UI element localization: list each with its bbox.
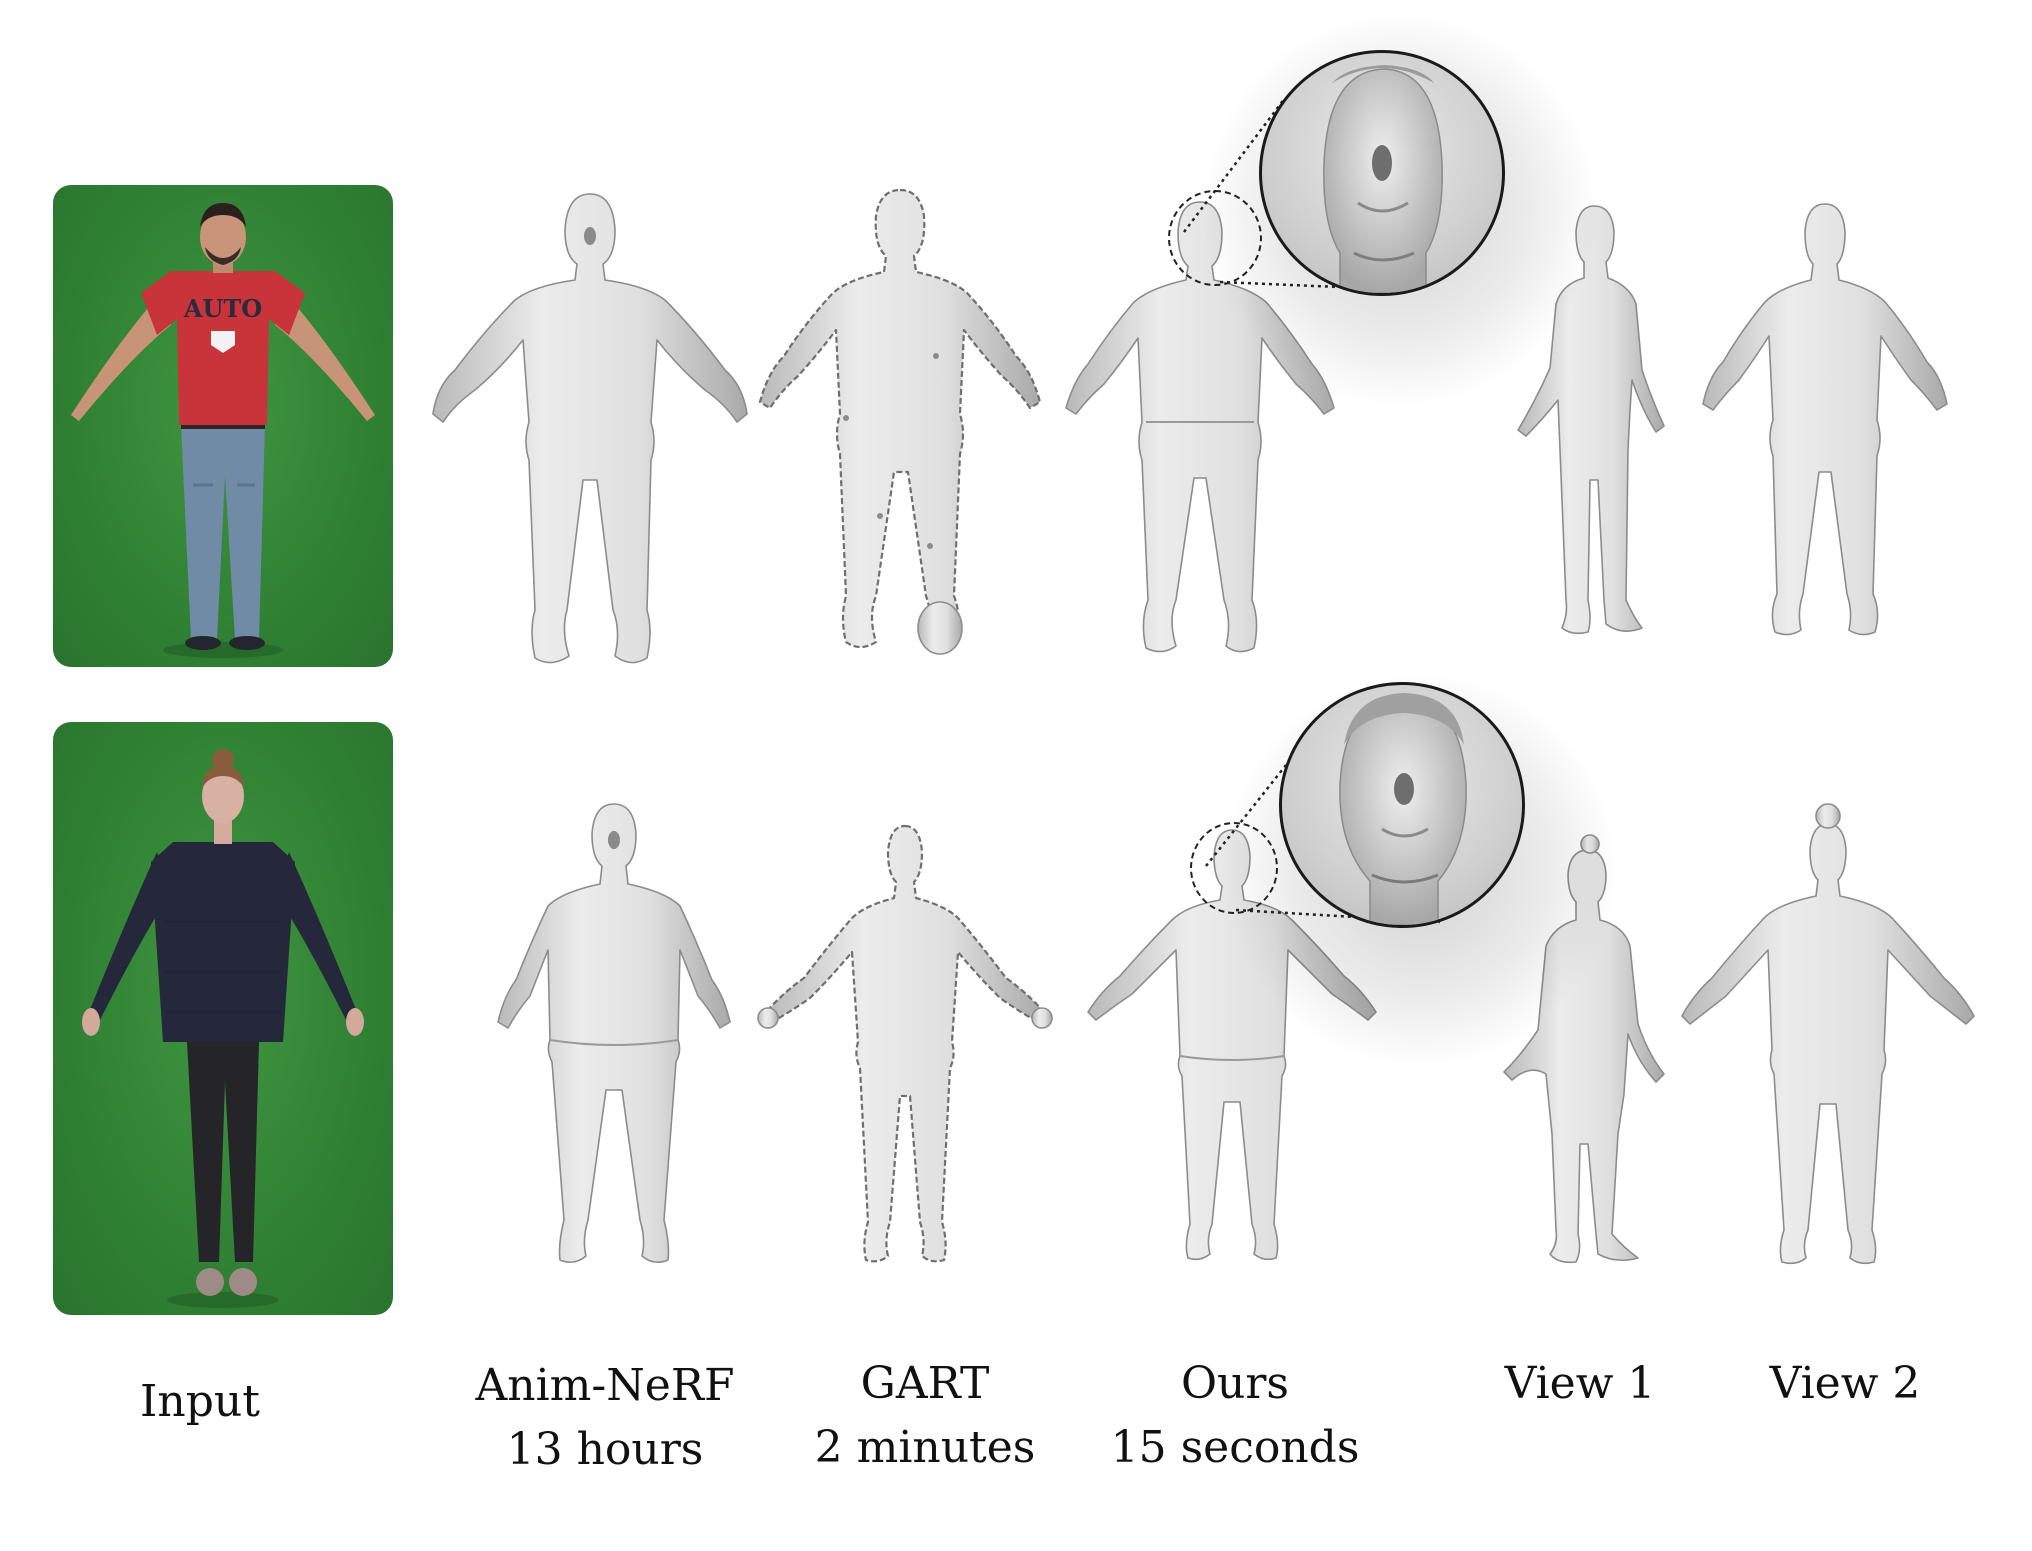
zoom-face-icon: [1339, 693, 1467, 925]
label-gart-time: 2 minutes: [814, 1422, 1036, 1473]
mesh-ours-woman: [1087, 829, 1377, 1261]
zoom-region-marker-row2: [1190, 822, 1278, 914]
zoom-inset-face-row2: [1279, 682, 1525, 928]
mesh-ours-man: [1065, 201, 1335, 653]
person-man-illustration: AUTO: [71, 203, 375, 658]
label-ours-time: 15 seconds: [1110, 1422, 1360, 1473]
input-photo-man: AUTO: [53, 185, 393, 667]
label-anim-nerf-time: 13 hours: [506, 1424, 704, 1475]
mesh-view1-man: [1517, 205, 1665, 635]
label-view1-text: View 1: [1504, 1358, 1656, 1409]
label-ours-name: Ours: [1180, 1358, 1290, 1409]
label-gart: GART 2 minutes: [775, 1352, 1075, 1480]
person-woman-illustration: [82, 749, 364, 1308]
mesh-gart-man: [758, 188, 1042, 655]
zoom-region-marker-row1: [1168, 190, 1262, 286]
zoom-face-icon: [1323, 65, 1443, 293]
mesh-view2-woman: [1681, 803, 1975, 1265]
label-ours: Ours 15 seconds: [1085, 1352, 1385, 1480]
label-input: Input: [100, 1370, 300, 1434]
label-anim-nerf: Anim-NeRF 13 hours: [455, 1354, 755, 1482]
label-view2: View 2: [1745, 1352, 1945, 1416]
label-anim-nerf-name: Anim-NeRF: [475, 1360, 735, 1411]
label-input-text: Input: [140, 1376, 260, 1427]
mesh-anim-nerf-man: [432, 193, 748, 664]
label-gart-name: GART: [860, 1358, 990, 1409]
mesh-gart-woman: [757, 824, 1053, 1263]
label-view1: View 1: [1480, 1352, 1680, 1416]
zoom-inset-face-row1: [1259, 50, 1505, 296]
mesh-view2-man: [1702, 203, 1948, 636]
mesh-view1-woman: [1503, 834, 1665, 1264]
mesh-anim-nerf-woman: [497, 803, 731, 1264]
label-view2-text: View 2: [1769, 1358, 1921, 1409]
shirt-logo-text: AUTO: [183, 294, 262, 323]
input-photo-woman: [53, 722, 393, 1315]
